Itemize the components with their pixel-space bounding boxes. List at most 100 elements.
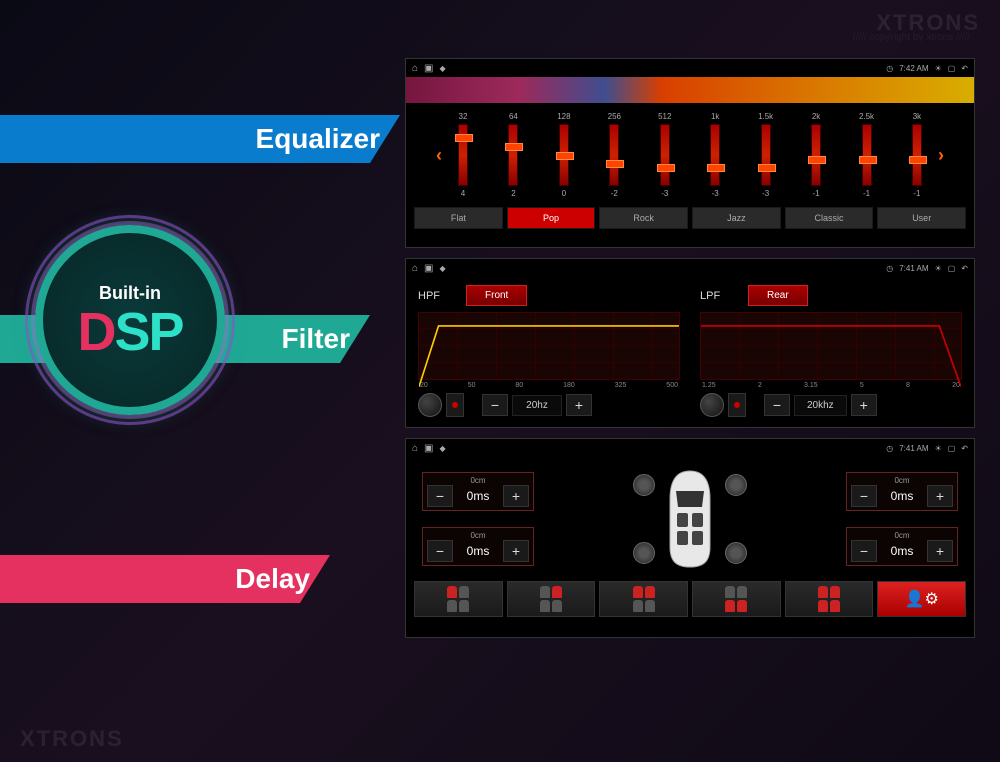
hpf-record-button[interactable]	[446, 393, 464, 417]
hpf-label: HPF	[418, 290, 458, 302]
preset-user-button[interactable]: User	[877, 207, 966, 229]
eq-sliders-row: ‹ 32 4 64 2 128 0 256 -2 512 -3 1k -3 1.…	[406, 103, 974, 203]
lpf-plus-button[interactable]: +	[851, 394, 877, 416]
lpf-record-button[interactable]	[728, 393, 746, 417]
preset-flat-button[interactable]: Flat	[414, 207, 503, 229]
delay-fr-plus[interactable]: +	[927, 485, 953, 507]
dsp-text: DSP	[77, 308, 182, 357]
delay-fl-plus[interactable]: +	[503, 485, 529, 507]
delay-fr-ms: 0ms	[880, 486, 924, 506]
seat-preset-4-button[interactable]	[785, 581, 874, 617]
delay-fr-cm: 0cm	[851, 476, 953, 485]
delay-fr-minus[interactable]: −	[851, 485, 877, 507]
lpf-minus-button[interactable]: −	[764, 394, 790, 416]
lpf-graph[interactable]	[700, 312, 962, 380]
status-time: 7:42 AM	[899, 64, 928, 73]
eq-slider-1.5k[interactable]	[761, 124, 771, 186]
brightness-icon[interactable]: ☀	[935, 64, 942, 73]
eq-freq-label: 32	[459, 112, 468, 121]
eq-val-label: -1	[913, 189, 920, 198]
eq-knob[interactable]	[707, 164, 725, 172]
eq-knob[interactable]	[657, 164, 675, 172]
delay-fr-box: 0cm − 0ms +	[846, 472, 958, 511]
tab-delay[interactable]: Delay	[0, 555, 330, 603]
eq-knob[interactable]	[758, 164, 776, 172]
speaker-fr-icon[interactable]	[725, 474, 747, 496]
lpf-region-button[interactable]: Rear	[748, 285, 808, 306]
home-icon[interactable]: ⌂	[412, 63, 418, 74]
seat-preset-3-button[interactable]	[692, 581, 781, 617]
home-icon[interactable]: ⌂	[412, 443, 418, 454]
hpf-minus-button[interactable]: −	[482, 394, 508, 416]
eq-slider-64[interactable]	[508, 124, 518, 186]
delay-rl-plus[interactable]: +	[503, 540, 529, 562]
back-icon[interactable]: ↶	[961, 264, 968, 273]
hpf-plus-button[interactable]: +	[566, 394, 592, 416]
back-icon[interactable]: ↶	[961, 64, 968, 73]
signal-icon: ◆	[440, 264, 446, 273]
delay-rr-minus[interactable]: −	[851, 540, 877, 562]
delay-settings-button[interactable]: 👤⚙	[877, 581, 966, 617]
eq-slider-2.5k[interactable]	[862, 124, 872, 186]
eq-slider-512[interactable]	[660, 124, 670, 186]
lpf-knob[interactable]	[700, 393, 724, 417]
preset-classic-button[interactable]: Classic	[785, 207, 874, 229]
eq-freq-label: 128	[557, 112, 570, 121]
eq-knob[interactable]	[455, 134, 473, 142]
delay-rr-cm: 0cm	[851, 531, 953, 540]
eq-band-64: 64 2	[492, 112, 534, 198]
eq-knob[interactable]	[505, 143, 523, 151]
speaker-rr-icon[interactable]	[725, 542, 747, 564]
preset-pop-button[interactable]: Pop	[507, 207, 596, 229]
seat-preset-0-button[interactable]	[414, 581, 503, 617]
eq-knob[interactable]	[556, 152, 574, 160]
eq-slider-2k[interactable]	[811, 124, 821, 186]
eq-val-label: -3	[712, 189, 719, 198]
delay-fl-minus[interactable]: −	[427, 485, 453, 507]
eq-freq-label: 1k	[711, 112, 719, 121]
brightness-icon[interactable]: ☀	[935, 264, 942, 273]
eq-knob[interactable]	[909, 156, 927, 164]
menu-icon[interactable]: ▣	[424, 263, 433, 274]
delay-rl-box: 0cm − 0ms +	[422, 527, 534, 566]
seat-preset-2-button[interactable]	[599, 581, 688, 617]
window-icon[interactable]: ▢	[948, 264, 956, 273]
seat-preset-1-button[interactable]	[507, 581, 596, 617]
window-icon[interactable]: ▢	[948, 444, 956, 453]
speaker-fl-icon[interactable]	[633, 474, 655, 496]
window-icon[interactable]: ▢	[948, 64, 956, 73]
menu-icon[interactable]: ▣	[424, 63, 433, 74]
eq-presets-row: FlatPopRockJazzClassicUser	[406, 203, 974, 235]
speaker-rl-icon[interactable]	[633, 542, 655, 564]
hpf-knob[interactable]	[418, 393, 442, 417]
delay-rr-plus[interactable]: +	[927, 540, 953, 562]
eq-slider-3k[interactable]	[912, 124, 922, 186]
eq-knob[interactable]	[808, 156, 826, 164]
preset-jazz-button[interactable]: Jazz	[692, 207, 781, 229]
signal-icon: ◆	[440, 444, 446, 453]
seat-presets-row: 👤⚙	[406, 577, 974, 621]
eq-band-128: 128 0	[543, 112, 585, 198]
back-icon[interactable]: ↶	[961, 444, 968, 453]
eq-val-label: 4	[461, 189, 465, 198]
eq-band-512: 512 -3	[644, 112, 686, 198]
home-icon[interactable]: ⌂	[412, 263, 418, 274]
hpf-region-button[interactable]: Front	[466, 285, 527, 306]
tab-equalizer[interactable]: Equalizer	[0, 115, 400, 163]
eq-knob[interactable]	[859, 156, 877, 164]
eq-spectrum	[406, 77, 974, 103]
brightness-icon[interactable]: ☀	[935, 444, 942, 453]
menu-icon[interactable]: ▣	[424, 443, 433, 454]
eq-next-arrow[interactable]: ›	[938, 145, 944, 166]
eq-slider-128[interactable]	[559, 124, 569, 186]
filter-panel: ⌂ ▣ ◆ ◷ 7:41 AM ☀ ▢ ↶ HPF Front 20508018…	[405, 258, 975, 428]
eq-slider-256[interactable]	[609, 124, 619, 186]
lpf-value: 20khz	[794, 395, 847, 416]
dsp-badge: Built-in DSP	[35, 225, 225, 415]
eq-slider-1k[interactable]	[710, 124, 720, 186]
hpf-graph[interactable]	[418, 312, 680, 380]
preset-rock-button[interactable]: Rock	[599, 207, 688, 229]
eq-knob[interactable]	[606, 160, 624, 168]
delay-rl-minus[interactable]: −	[427, 540, 453, 562]
eq-slider-32[interactable]	[458, 124, 468, 186]
